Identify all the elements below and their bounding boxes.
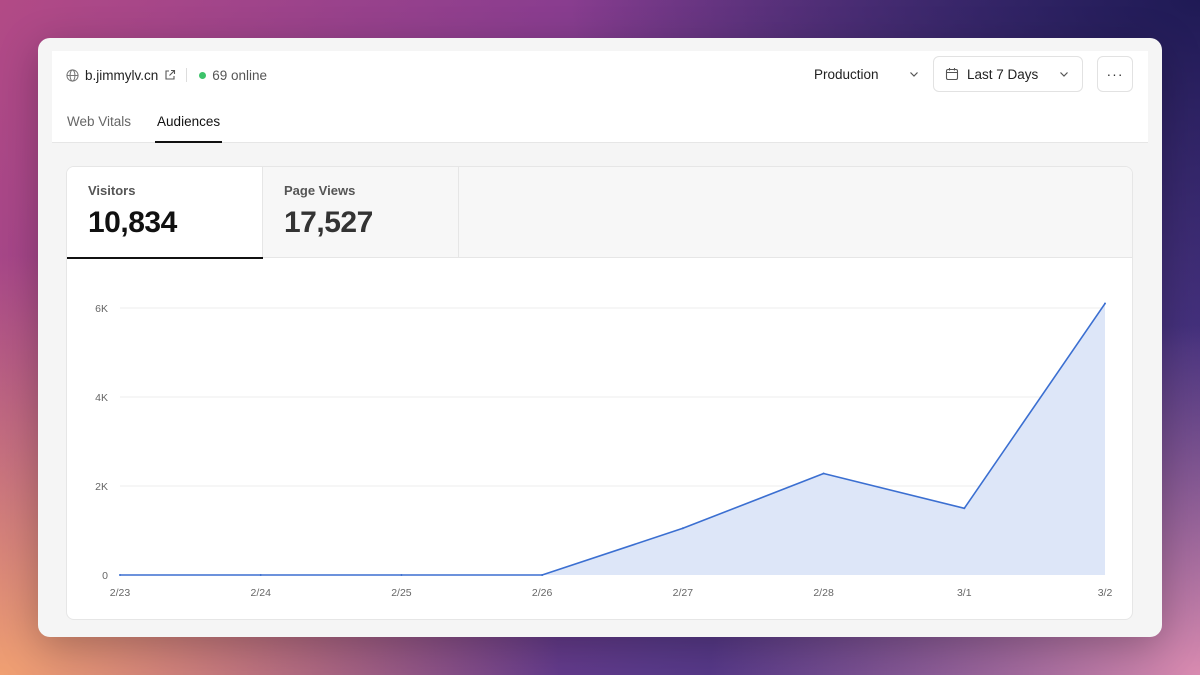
globe-icon: [66, 68, 79, 82]
y-tick-label: 2K: [95, 481, 108, 493]
data-point: [963, 507, 966, 510]
tab-audiences[interactable]: Audiences: [155, 109, 223, 143]
chevron-down-icon: [910, 72, 918, 77]
tab-web-vitals[interactable]: Web Vitals: [67, 114, 132, 129]
x-tick-label: 2/26: [532, 587, 553, 599]
metric-label: Page Views: [284, 183, 356, 198]
calendar-icon: [945, 68, 959, 81]
environment-select[interactable]: Production: [814, 56, 920, 92]
site-domain[interactable]: b.jimmylv.cn: [85, 67, 159, 83]
online-count: 69 online: [212, 67, 268, 83]
header: b.jimmylv.cn 69 online Production Last 7…: [52, 51, 1148, 143]
metric-label: Visitors: [88, 183, 136, 198]
environment-label: Production: [814, 66, 879, 82]
data-point: [822, 472, 825, 475]
data-point: [259, 574, 262, 576]
x-tick-label: 2/28: [813, 587, 834, 599]
data-point: [119, 574, 121, 576]
more-icon: ···: [1106, 66, 1124, 82]
data-point: [1104, 302, 1106, 305]
x-tick-label: 2/23: [110, 587, 131, 599]
series-line: [120, 303, 1106, 576]
metric-page-views[interactable]: Page Views 17,527: [263, 167, 459, 258]
data-point: [681, 527, 684, 530]
x-tick-label: 2/27: [673, 587, 694, 599]
date-range-select[interactable]: Last 7 Days: [933, 56, 1083, 92]
external-link-icon[interactable]: [164, 69, 176, 81]
data-point: [541, 574, 544, 576]
chevron-down-icon: [1060, 72, 1068, 77]
more-options-button[interactable]: ···: [1097, 56, 1133, 92]
metric-visitors[interactable]: Visitors 10,834: [67, 167, 263, 259]
y-tick-label: 0: [102, 570, 108, 582]
x-tick-label: 3/2: [1098, 587, 1113, 599]
tab-bar: Web Vitals Audiences: [52, 109, 231, 143]
online-status-dot: [199, 71, 207, 79]
analytics-window: b.jimmylv.cn 69 online Production Last 7…: [38, 38, 1162, 637]
data-point: [400, 574, 403, 576]
date-range-label: Last 7 Days: [967, 66, 1039, 82]
metric-value: 10,834: [88, 206, 177, 239]
metric-tabs: Visitors 10,834 Page Views 17,527: [67, 167, 1132, 259]
divider: [186, 68, 188, 82]
visitors-chart: 0 2K 4K 6K 2/23 2/24 2/25 2/26 2/27 2/28 3/1 3/2: [95, 302, 1113, 599]
y-tick-label: 4K: [95, 392, 108, 404]
audience-card: Visitors 10,834 Page Views 17,527 0 2K 4K 6…: [66, 166, 1133, 620]
site-info: b.jimmylv.cn 69 online: [66, 66, 267, 84]
x-tick-label: 2/24: [250, 587, 271, 599]
x-tick-label: 3/1: [957, 587, 972, 599]
y-tick-label: 6K: [95, 303, 108, 315]
metric-value: 17,527: [284, 206, 373, 239]
series-area: [120, 303, 1105, 575]
x-tick-label: 2/25: [391, 587, 412, 599]
